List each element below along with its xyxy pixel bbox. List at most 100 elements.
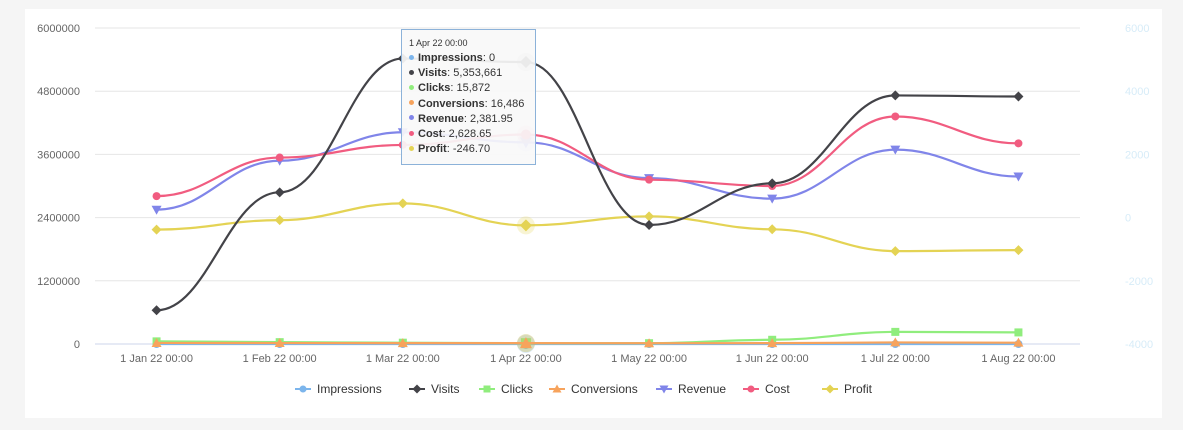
legend-label: Revenue xyxy=(678,382,726,396)
tooltip-series-value: 5,353,661 xyxy=(453,67,503,80)
legend-item-clicks[interactable]: Clicks xyxy=(479,382,533,396)
y-right-tick-label: 6000 xyxy=(1125,23,1149,35)
y-right-tick-label: 4000 xyxy=(1125,86,1149,98)
y-right-tick-label: 0 xyxy=(1125,213,1131,225)
data-point-cost xyxy=(891,112,900,121)
data-point-visits xyxy=(644,219,655,230)
x-tick-label: 1 Mar 22 00:00 xyxy=(366,353,440,365)
tooltip-series-value: 16,486 xyxy=(490,97,525,110)
tooltip-rows: Impressions: 0 Visits: 5,353,661 Clicks: 1… xyxy=(409,51,535,157)
y-right-tick-label: 2000 xyxy=(1125,149,1149,161)
tooltip-series-name: Conversions xyxy=(418,97,485,110)
y-left-tick-label: 2400000 xyxy=(37,213,80,225)
x-tick-label: 1 Jun 22 00:00 xyxy=(736,353,809,365)
data-point-clicks xyxy=(1014,328,1023,337)
data-point-conversions xyxy=(767,338,778,348)
data-point-conversions xyxy=(151,337,162,347)
legend-label: Cost xyxy=(765,382,790,396)
y-left-tick-label: 6000000 xyxy=(37,23,80,35)
data-point-visits xyxy=(890,90,901,101)
series-visits xyxy=(151,53,1024,316)
series-dot-icon xyxy=(409,54,414,60)
tooltip-series-value: 0 xyxy=(488,52,496,64)
legend-marker xyxy=(747,385,755,393)
data-point-conversions xyxy=(890,337,901,347)
legend-marker xyxy=(659,385,669,394)
data-point-revenue xyxy=(767,194,778,204)
series-dot-icon xyxy=(409,100,414,106)
data-point-conversions xyxy=(397,338,408,348)
chart-tooltip: 1 Apr 22 00:00 Impressions: 0 Visits: 5,3… xyxy=(401,29,536,165)
data-point-profit xyxy=(274,215,285,226)
tooltip-row: Cost: 2,628.65 xyxy=(409,127,535,142)
line-chart: 0 1200000 2400000 3600000 4800000 6000000 -400… xyxy=(37,23,1153,396)
legend-item-conversions[interactable]: Conversions xyxy=(549,382,638,396)
data-point-revenue xyxy=(890,145,901,155)
legend-label: Visits xyxy=(431,382,459,396)
tooltip-series-value: -246.70 xyxy=(452,143,491,156)
series-dot-icon xyxy=(409,145,414,151)
legend-label: Conversions xyxy=(571,382,638,396)
tooltip-series-name: Revenue xyxy=(418,112,464,125)
legend-item-impressions[interactable]: Impressions xyxy=(295,382,382,396)
series-line-profit xyxy=(156,202,1019,253)
data-point-revenue xyxy=(151,205,162,215)
tooltip-series-name: Cost xyxy=(418,128,443,141)
data-point-profit xyxy=(151,224,162,235)
tooltip-series-name: Visits xyxy=(418,67,448,80)
y-right-tick-label: -2000 xyxy=(1125,276,1153,288)
series-line-cost xyxy=(156,115,1019,198)
legend-item-revenue[interactable]: Revenue xyxy=(656,382,726,396)
data-point-revenue xyxy=(1013,172,1024,182)
legend-marker xyxy=(552,384,562,393)
data-point-cost xyxy=(645,175,654,184)
legend-marker xyxy=(825,384,835,394)
tooltip-series-name: Impressions xyxy=(418,52,483,64)
data-point-cost xyxy=(152,192,161,201)
series-clicks xyxy=(152,327,1023,353)
series-dot-icon xyxy=(409,115,414,121)
legend-item-visits[interactable]: Visits xyxy=(409,382,459,396)
series-dot-icon xyxy=(409,85,414,90)
data-point-conversions xyxy=(644,338,655,348)
tooltip-row: Impressions: 0 xyxy=(409,51,535,66)
legend-label: Profit xyxy=(844,382,873,396)
x-tick-label: 1 Feb 22 00:00 xyxy=(243,353,317,365)
tooltip-series-name: Clicks xyxy=(418,82,451,95)
legend-label: Clicks xyxy=(501,382,533,396)
data-point-conversions xyxy=(1013,337,1024,347)
legend-item-cost[interactable]: Cost xyxy=(743,382,790,396)
tooltip-row: Visits: 5,353,661 xyxy=(409,66,535,81)
x-tick-label: 1 Jan 22 00:00 xyxy=(120,353,193,365)
data-point-profit xyxy=(397,198,408,209)
data-point-profit xyxy=(1013,245,1024,256)
tooltip-row: Clicks: 15,872 xyxy=(409,81,535,96)
data-point-visits xyxy=(767,178,778,189)
tooltip-row: Profit: -246.70 xyxy=(409,142,535,157)
tooltip-title: 1 Apr 22 00:00 xyxy=(409,38,468,48)
data-point-visits xyxy=(1013,91,1024,102)
legend-label: Impressions xyxy=(317,382,382,396)
data-point-cost xyxy=(275,153,284,162)
chart-card: 0 1200000 2400000 3600000 4800000 6000000 -400… xyxy=(25,9,1162,418)
y-left-tick-label: 4800000 xyxy=(37,86,80,98)
data-point-profit xyxy=(644,211,655,222)
series-dot-icon xyxy=(409,69,414,75)
legend-marker xyxy=(483,385,491,393)
series-line-conversions xyxy=(156,341,1019,345)
series-conversions xyxy=(151,334,1024,353)
series-cost xyxy=(152,112,1023,201)
data-point-visits xyxy=(151,305,162,316)
y-left-tick-label: 1200000 xyxy=(37,276,80,288)
y-right-tick-label: -4000 xyxy=(1125,339,1153,351)
tooltip-series-value: 2,628.65 xyxy=(448,128,492,141)
tooltip-series-name: Profit xyxy=(418,143,447,156)
data-point-profit xyxy=(890,246,901,257)
data-point-profit xyxy=(767,224,778,235)
x-tick-label: 1 Aug 22 00:00 xyxy=(981,353,1055,365)
x-tick-label: 1 Apr 22 00:00 xyxy=(490,353,562,365)
y-left-tick-label: 3600000 xyxy=(37,149,80,161)
data-point-clicks xyxy=(891,327,900,336)
series-profit xyxy=(151,198,1024,257)
legend-item-profit[interactable]: Profit xyxy=(822,382,873,396)
